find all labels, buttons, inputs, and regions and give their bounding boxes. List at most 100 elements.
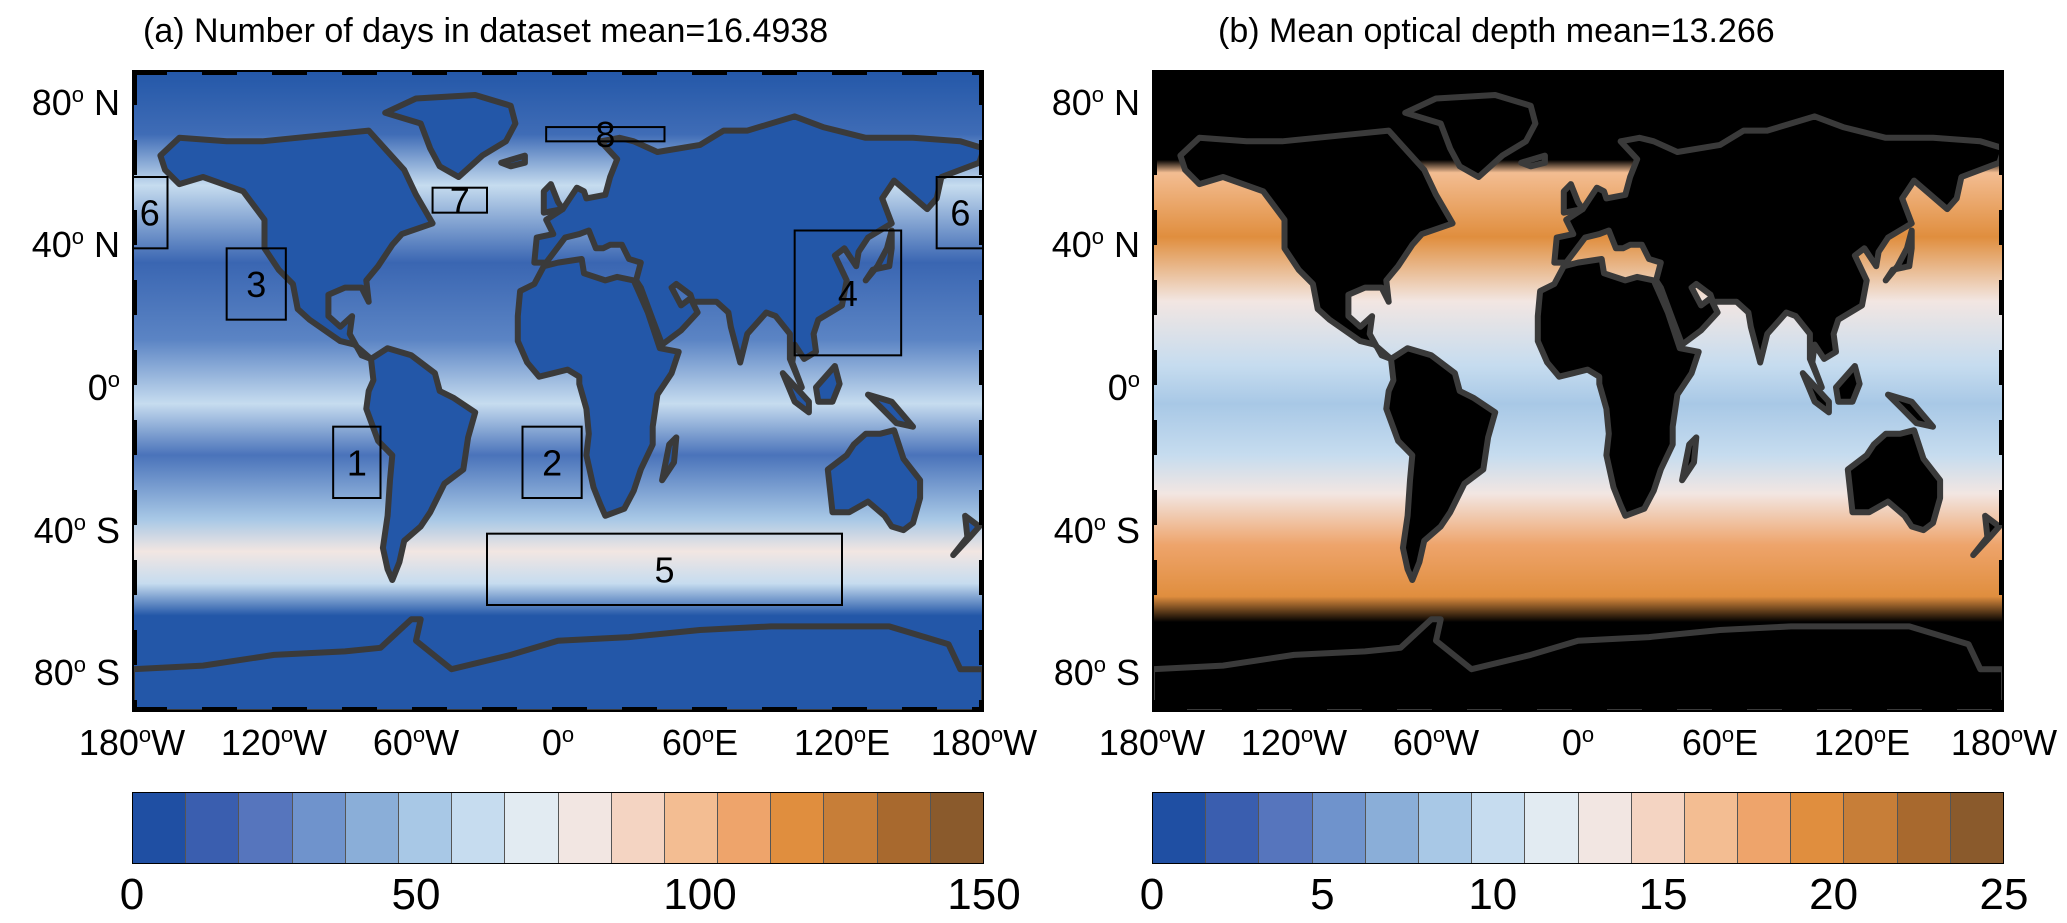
colorbar-tick-label: 20 bbox=[1809, 870, 1859, 919]
colorbar-swatch bbox=[1684, 793, 1739, 863]
colorbar-swatch bbox=[452, 793, 506, 863]
colorbar-tick-label: 15 bbox=[1638, 870, 1688, 919]
lat-tick-label: 80o S bbox=[33, 652, 120, 694]
colorbar-swatch bbox=[1631, 793, 1685, 863]
colorbar-swatch bbox=[1365, 793, 1419, 863]
continent-outline bbox=[865, 391, 916, 430]
colorbar-swatch bbox=[771, 793, 825, 863]
region-label: 2 bbox=[542, 442, 562, 483]
lon-tick-label: 60oE bbox=[1681, 722, 1759, 763]
continent-outline bbox=[1882, 227, 1915, 284]
lon-tick-label: 0o bbox=[1561, 722, 1595, 763]
lat-tick-label: 80o S bbox=[1053, 652, 1140, 694]
lat-tick-label: 40o N bbox=[31, 224, 120, 266]
lon-tick-label: 120oE bbox=[793, 722, 891, 763]
continent-outline bbox=[382, 92, 519, 180]
colorbar-tick-label: 150 bbox=[947, 870, 1021, 919]
region-label: 1 bbox=[347, 442, 367, 483]
colorbar-swatch bbox=[1738, 793, 1792, 863]
lon-tick-label: 120oE bbox=[1813, 722, 1911, 763]
colorbar-tick-label: 50 bbox=[391, 870, 441, 919]
lat-tick-label: 40o S bbox=[1053, 509, 1140, 551]
colorbar-swatch bbox=[1418, 793, 1473, 863]
continent-outline bbox=[824, 427, 924, 534]
continent-outline bbox=[157, 127, 436, 362]
colorbar-swatch bbox=[930, 793, 983, 863]
colorbar-swatch bbox=[877, 793, 931, 863]
colorbar-swatch bbox=[1153, 793, 1207, 863]
region-label: 5 bbox=[654, 549, 674, 590]
continent-outline bbox=[1383, 345, 1499, 583]
continent-outline bbox=[1679, 434, 1700, 484]
colorbar-tick-label: 25 bbox=[1979, 870, 2029, 919]
region-box bbox=[486, 532, 843, 606]
colorbar-swatch bbox=[718, 793, 772, 863]
continent-outline bbox=[862, 227, 895, 284]
colorbar-swatch bbox=[1897, 793, 1951, 863]
colorbar-swatch bbox=[1259, 793, 1313, 863]
colorbar-swatch bbox=[824, 793, 878, 863]
continent-outline bbox=[659, 434, 680, 484]
panel-b-title: (b) Mean optical depth mean=13.266 bbox=[1218, 12, 1775, 50]
panel-a-title: (a) Number of days in dataset mean=16.49… bbox=[143, 12, 829, 50]
region-box bbox=[793, 229, 903, 357]
map-panel-b bbox=[1152, 70, 2004, 712]
colorbar-swatch bbox=[611, 793, 665, 863]
region-box bbox=[431, 186, 489, 214]
region-box bbox=[521, 425, 583, 499]
lat-tick-label: 0o bbox=[87, 367, 120, 408]
colorbar-swatch bbox=[1791, 793, 1845, 863]
colorbar-tick-label: 100 bbox=[663, 870, 737, 919]
colorbar-swatch bbox=[345, 793, 399, 863]
lon-tick-label: 180oW bbox=[78, 722, 186, 763]
colorbar-tick-label: 0 bbox=[119, 870, 145, 919]
continent-outline bbox=[514, 256, 682, 519]
lon-tick-label: 180oW bbox=[1950, 722, 2058, 763]
colorbar-swatch bbox=[505, 793, 559, 863]
map-panel-a: 1 2 3 4 5 6 6 7 8 bbox=[132, 70, 984, 712]
lon-tick-label: 60oE bbox=[661, 722, 739, 763]
colorbar-swatch bbox=[1578, 793, 1632, 863]
region-box bbox=[132, 176, 169, 250]
colorbar-tick-label: 5 bbox=[1310, 870, 1335, 919]
region-label: 6 bbox=[950, 193, 970, 234]
continent-outline bbox=[1177, 127, 1456, 362]
colorbar-tick-label: 10 bbox=[1468, 870, 1518, 919]
lat-tick-label: 80o N bbox=[1051, 81, 1140, 123]
lon-tick-label: 180oW bbox=[1098, 722, 1206, 763]
lat-tick-label: 80o N bbox=[31, 81, 120, 123]
continent-outline bbox=[1970, 512, 2003, 559]
continent-outline bbox=[1885, 391, 1936, 430]
lat-tick-label: 40o S bbox=[33, 509, 120, 551]
colorbar-swatch bbox=[664, 793, 719, 863]
colorbar-swatch bbox=[558, 793, 612, 863]
continent-outline bbox=[1402, 92, 1539, 180]
region-label: 4 bbox=[838, 273, 858, 314]
colorbar-tick-label: 0 bbox=[1139, 870, 1165, 919]
continent-outline bbox=[132, 616, 984, 712]
continent-outline bbox=[363, 345, 479, 583]
region-box bbox=[545, 126, 666, 143]
region-label: 6 bbox=[140, 193, 160, 234]
lon-tick-label: 0o bbox=[541, 722, 575, 763]
lon-tick-label: 120oW bbox=[220, 722, 328, 763]
colorbar-swatch bbox=[1950, 793, 2003, 863]
colorbar-b bbox=[1152, 792, 2004, 864]
lon-tick-label: 60oW bbox=[1392, 722, 1480, 763]
continent-outline bbox=[540, 181, 566, 216]
continent-outline bbox=[1560, 181, 1586, 216]
colorbar-swatch bbox=[398, 793, 453, 863]
continent-outline bbox=[1844, 427, 1944, 534]
continent-outline bbox=[779, 370, 812, 416]
continent-outline bbox=[1799, 370, 1832, 416]
colorbar-swatch bbox=[1525, 793, 1579, 863]
continent-outline bbox=[1534, 256, 1702, 519]
continent-outline bbox=[1152, 616, 2004, 712]
colorbar-swatch bbox=[292, 793, 346, 863]
region-label: 8 bbox=[595, 114, 615, 155]
lon-tick-label: 180oW bbox=[930, 722, 1038, 763]
continent-outline bbox=[1518, 152, 1548, 170]
lat-tick-label: 40o N bbox=[1051, 224, 1140, 266]
region-box bbox=[332, 425, 382, 499]
colorbar-a bbox=[132, 792, 984, 864]
